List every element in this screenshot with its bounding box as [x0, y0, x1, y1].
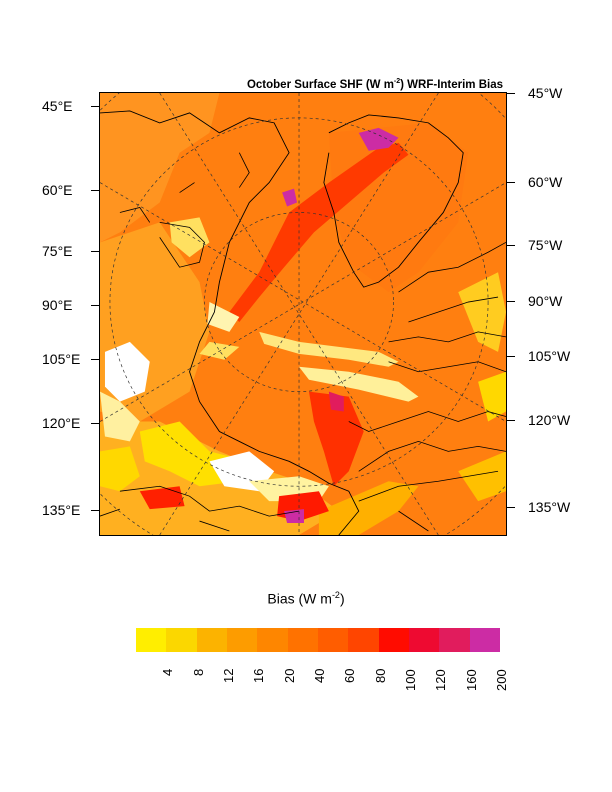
coastline [388, 241, 506, 373]
meridian-lines [100, 93, 506, 535]
longitude-label-right: 60°W [528, 174, 563, 190]
longitude-label-left: 60°E [42, 182, 73, 198]
colorbar-swatch [408, 628, 440, 652]
colorbar-label: 20 [281, 668, 297, 683]
colorbar-swatch [348, 628, 379, 652]
bias-region [284, 509, 304, 524]
colorbar-label: 16 [251, 668, 267, 683]
tick-mark [91, 106, 99, 107]
longitude-label-left: 135°E [42, 502, 81, 518]
tick-mark [507, 301, 515, 302]
colorbar-label: 120 [433, 668, 449, 691]
colorbar-label: 60 [342, 668, 358, 683]
bias-region [229, 142, 409, 322]
tick-mark [507, 356, 515, 357]
bias-region [100, 391, 140, 442]
colorbar-label: 160 [463, 668, 479, 691]
tick-mark [91, 359, 99, 360]
colorbar-label: 4 [160, 668, 176, 676]
bias-map [99, 92, 507, 536]
bias-region [207, 302, 240, 332]
colorbar-swatch [196, 628, 227, 652]
colorbar-swatch [226, 628, 258, 652]
colorbar-swatch [317, 628, 349, 652]
colorbar-swatch [378, 628, 409, 652]
colorbar-label: 80 [372, 668, 388, 683]
colorbar-swatch [439, 628, 470, 652]
longitude-label-left: 105°E [42, 351, 81, 367]
colorbar-label: 200 [494, 668, 509, 691]
bias-region [308, 391, 364, 487]
bias-region [104, 341, 150, 402]
bias-region [458, 272, 506, 352]
colorbar-swatch [136, 628, 167, 652]
bias-field [100, 93, 506, 535]
colorbar-swatch [257, 628, 288, 652]
tick-mark [91, 423, 99, 424]
coastline [100, 470, 499, 532]
colorbar [136, 628, 500, 652]
colorbar-title: Bias (W m-2) [267, 590, 345, 607]
longitude-label-left: 120°E [42, 415, 81, 431]
longitude-label-right: 105°W [528, 348, 571, 364]
tick-mark [507, 245, 515, 246]
tick-mark [507, 93, 515, 94]
tick-mark [91, 305, 99, 306]
colorbar-label: 8 [190, 668, 206, 676]
colorbar-label: 12 [221, 668, 236, 683]
longitude-label-left: 75°E [42, 243, 73, 259]
bias-region [100, 446, 140, 492]
coastline [323, 114, 464, 288]
longitude-label-right: 90°W [528, 293, 563, 309]
bias-region [458, 451, 506, 502]
coastline [348, 411, 506, 472]
colorbar-swatch [469, 628, 500, 652]
map-title: October Surface SHF (W m-2) WRF-Interim … [246, 78, 504, 91]
coastline [119, 152, 250, 268]
bias-region [199, 341, 240, 360]
tick-mark [507, 182, 515, 183]
colorbar-swatch [166, 628, 197, 652]
colorbar-label: 40 [312, 668, 327, 683]
bias-region [169, 217, 210, 258]
bias-region [299, 366, 419, 402]
longitude-label-right: 75°W [528, 237, 563, 253]
longitude-label-left: 90°E [42, 297, 73, 313]
tick-mark [91, 510, 99, 511]
tick-mark [91, 251, 99, 252]
coastline [100, 110, 360, 535]
colorbar-swatch [287, 628, 318, 652]
tick-mark [507, 420, 515, 421]
longitude-label-right: 45°W [528, 85, 563, 101]
bias-region [100, 93, 220, 243]
tick-mark [507, 507, 515, 508]
bias-region [328, 391, 344, 412]
tick-mark [91, 190, 99, 191]
longitude-label-right: 120°W [528, 412, 571, 428]
bias-region [318, 481, 419, 535]
colorbar-label: 100 [403, 668, 418, 691]
bias-region [259, 331, 399, 367]
bias-region [478, 371, 506, 422]
bias-region [139, 486, 185, 510]
longitude-label-right: 135°W [528, 499, 571, 515]
bias-region [358, 127, 399, 151]
bias-region [282, 188, 298, 207]
longitude-label-left: 45°E [42, 98, 73, 114]
